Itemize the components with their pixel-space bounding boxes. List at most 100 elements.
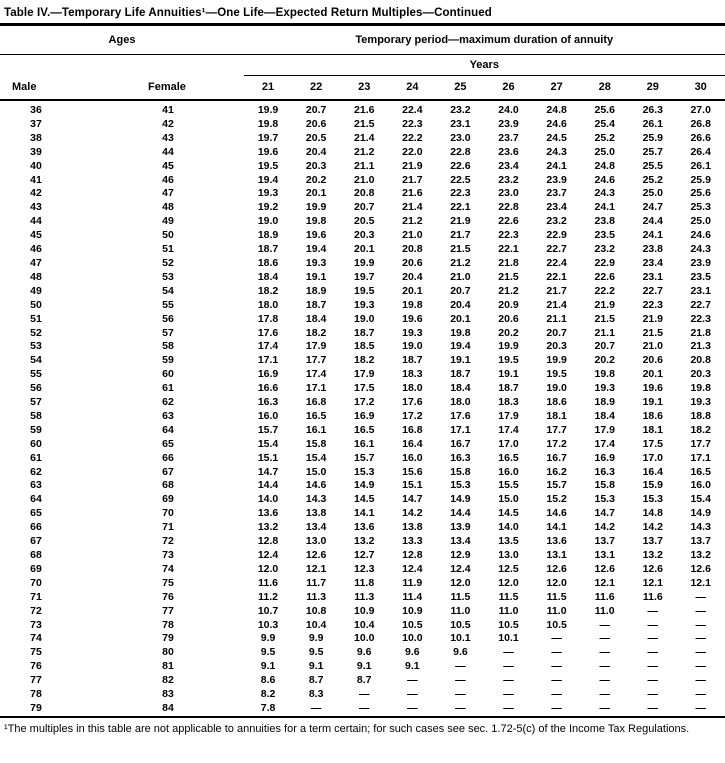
multiple-value: 23.9: [498, 117, 519, 130]
multiple-value: 11.6: [594, 590, 615, 603]
multiple-value: 19.4: [257, 173, 279, 186]
table-row: 77 82 8.6 8.7 8.7 — — — — — — —: [0, 674, 725, 688]
multiple-value: 17.1: [450, 423, 471, 436]
multiple-value: —: [647, 632, 659, 645]
multiple-value: 14.0: [498, 521, 519, 534]
table-row: 50 55 18.0 18.7 19.3 19.8 20.4 20.9 21.4 21.9 22.3…: [0, 299, 725, 313]
multiple-value: 24.0: [498, 104, 519, 116]
multiple-value: 11.0: [498, 604, 519, 617]
female-age: 54: [162, 284, 174, 297]
male-age: 49: [30, 284, 42, 297]
multiple-value: 24.5: [546, 131, 567, 144]
multiple-value: 15.3: [354, 465, 375, 478]
multiple-value: 15.8: [305, 437, 327, 450]
female-age: 59: [162, 354, 174, 367]
male-age: 68: [30, 549, 42, 561]
female-age: 43: [162, 131, 174, 144]
multiple-value: 20.4: [305, 145, 327, 158]
multiple-value: 24.3: [690, 243, 711, 256]
male-age: 55: [30, 368, 42, 381]
female-age: 80: [162, 646, 174, 659]
multiple-value: 18.6: [546, 396, 567, 409]
male-age: 67: [30, 535, 42, 548]
multiple-value: —: [599, 646, 610, 659]
multiple-value: 14.2: [642, 521, 664, 534]
multiple-value: 21.2: [450, 256, 471, 269]
multiple-value: 13.6: [354, 521, 375, 534]
multiple-value: 10.3: [257, 618, 279, 631]
multiple-value: 13.4: [450, 535, 471, 548]
multiple-value: 19.8: [257, 117, 279, 130]
multiple-value: 15.7: [546, 479, 567, 492]
multiple-value: 19.3: [354, 298, 375, 311]
male-age: 54: [30, 354, 42, 367]
multiple-value: 20.1: [450, 312, 471, 325]
multiple-value: 23.4: [642, 256, 664, 269]
multiple-value: —: [358, 701, 370, 714]
multiple-value: 15.1: [257, 451, 279, 464]
multiple-value: 19.1: [450, 354, 471, 367]
multiple-value: 17.7: [305, 354, 327, 367]
multiple-value: 11.7: [306, 576, 327, 589]
multiple-value: 22.9: [594, 256, 615, 269]
multiple-value: 12.4: [257, 549, 279, 561]
table-row: 39 44 19.6 20.4 21.2 22.0 22.8 23.6 24.3 25.0 25.7…: [0, 146, 725, 160]
multiple-value: —: [503, 688, 514, 701]
multiple-value: 19.7: [257, 131, 279, 144]
multiple-value: 13.3: [402, 535, 423, 548]
multiple-value: 18.9: [594, 396, 615, 409]
multiple-value: 10.9: [354, 604, 375, 617]
male-age: 58: [30, 409, 42, 422]
multiple-value: 19.6: [257, 145, 279, 158]
multiple-value: 11.9: [402, 576, 423, 589]
multiple-value: —: [695, 590, 706, 603]
multiple-value: 23.8: [594, 215, 615, 228]
multiple-value: —: [503, 674, 514, 687]
multiple-value: 17.0: [498, 437, 519, 450]
table-row: 66 71 13.2 13.4 13.6 13.8 13.9 14.0 14.1 14.2 14.2…: [0, 521, 725, 535]
multiple-value: 15.4: [690, 493, 711, 506]
table-row: 52 57 17.6 18.2 18.7 19.3 19.8 20.2 20.7 21.1 21.5…: [0, 327, 725, 341]
multiple-value: 14.1: [354, 507, 375, 520]
multiple-value: 16.5: [305, 409, 327, 422]
multiple-value: 14.2: [402, 507, 423, 520]
multiple-value: —: [647, 688, 659, 701]
multiple-value: 18.7: [354, 326, 375, 339]
multiple-value: 21.2: [354, 145, 375, 158]
table-row: 37 42 19.8 20.6 21.5 22.3 23.1 23.9 24.6 25.4 26.1…: [0, 118, 725, 132]
multiple-value: 11.0: [546, 604, 567, 617]
multiple-value: 16.8: [402, 423, 423, 436]
multiple-value: 20.7: [594, 340, 615, 353]
multiple-value: 14.7: [594, 507, 615, 520]
multiple-value: 9.1: [260, 660, 276, 673]
multiple-value: 16.4: [642, 465, 664, 478]
multiple-value: 21.7: [402, 173, 423, 186]
multiple-value: 15.5: [498, 479, 519, 492]
multiple-value: 15.6: [402, 465, 423, 478]
multiple-value: 12.5: [498, 562, 519, 575]
multiple-value: 26.3: [642, 104, 664, 116]
multiple-value: 8.7: [308, 674, 324, 687]
multiple-value: —: [503, 660, 514, 673]
multiple-value: —: [647, 701, 659, 714]
multiple-value: 18.5: [354, 340, 375, 353]
multiple-value: 17.7: [690, 437, 711, 450]
multiple-value: 16.7: [546, 451, 567, 464]
female-age: 69: [162, 493, 174, 506]
multiple-value: 14.9: [690, 507, 711, 520]
multiple-value: 8.7: [356, 674, 372, 687]
multiple-value: —: [407, 688, 418, 701]
multiple-value: 23.1: [690, 284, 711, 297]
male-age: 73: [30, 618, 42, 631]
multiple-value: 19.5: [546, 368, 567, 381]
multiple-value: 21.6: [354, 104, 375, 116]
multiple-value: 12.8: [257, 535, 279, 548]
multiple-value: 18.1: [546, 409, 567, 422]
multiple-value: 14.6: [546, 507, 567, 520]
multiple-value: 12.9: [450, 549, 471, 561]
table-row: 75 80 9.5 9.5 9.6 9.6 9.6 — — — — —: [0, 646, 725, 660]
multiple-value: 20.7: [546, 326, 567, 339]
multiple-value: 13.2: [257, 521, 279, 534]
multiple-value: 10.7: [257, 604, 279, 617]
table-row: 57 62 16.3 16.8 17.2 17.6 18.0 18.3 18.6 18.9 19.1…: [0, 396, 725, 410]
